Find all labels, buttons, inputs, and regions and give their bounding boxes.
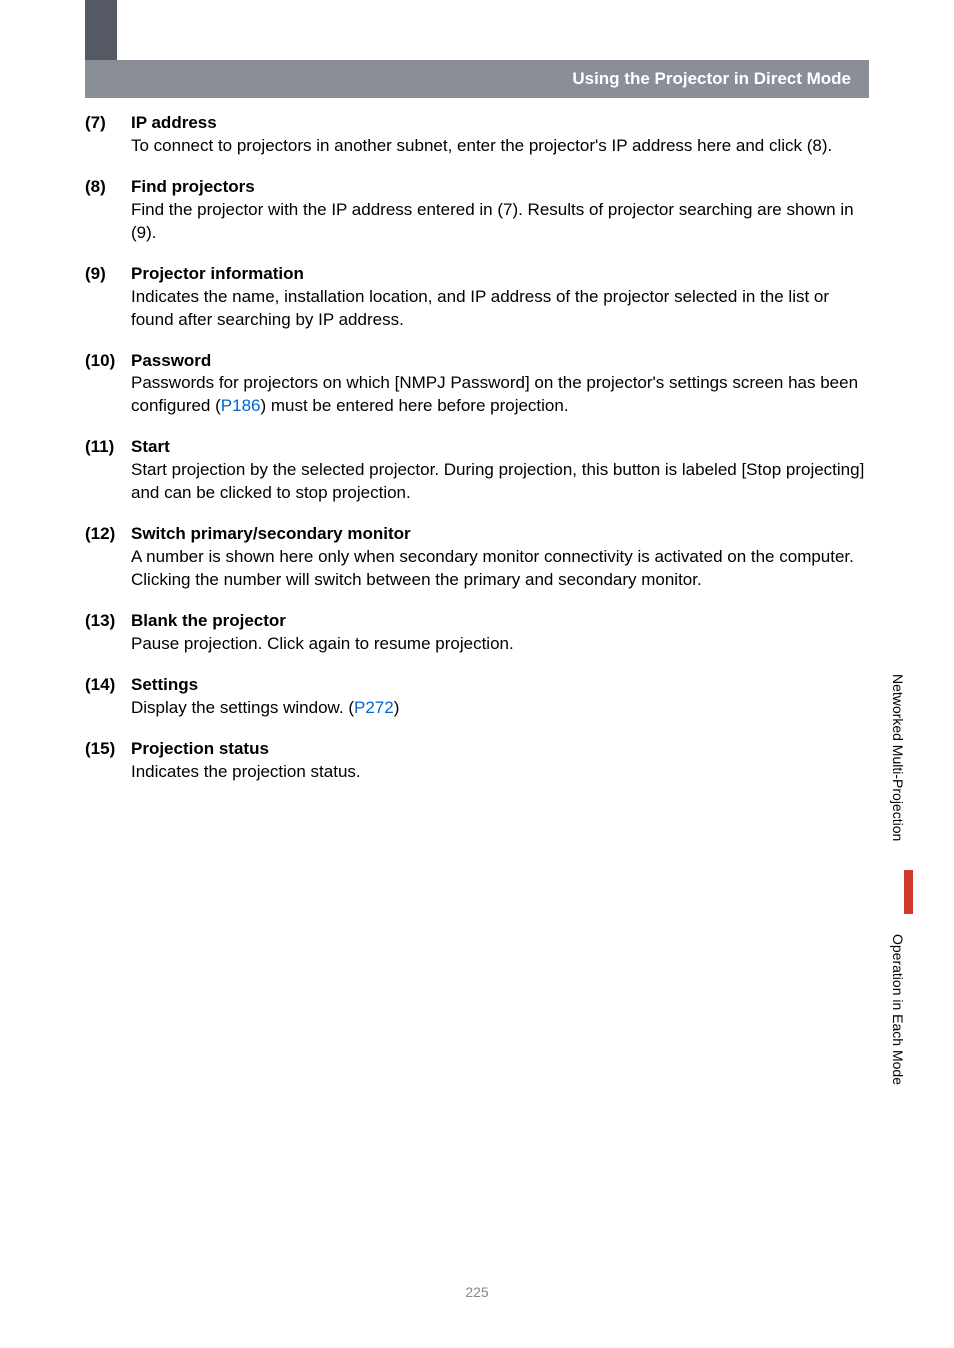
item-header: (12)Switch primary/secondary monitor — [85, 523, 869, 546]
item-title: Projector information — [131, 263, 304, 286]
item-body: Start projection by the selected project… — [131, 459, 869, 505]
item-header: (11)Start — [85, 436, 869, 459]
list-item: (13)Blank the projectorPause projection.… — [85, 610, 869, 656]
side-red-marker — [904, 870, 913, 914]
item-body: Pause projection. Click again to resume … — [131, 633, 869, 656]
side-labels: Networked Multi-Projection Operation in … — [890, 674, 914, 1114]
item-number: (10) — [85, 350, 131, 373]
header-dark-strip — [85, 0, 117, 60]
item-header: (15)Projection status — [85, 738, 869, 761]
list-item: (15)Projection statusIndicates the proje… — [85, 738, 869, 784]
item-body: Find the projector with the IP address e… — [131, 199, 869, 245]
page-number: 225 — [0, 1284, 954, 1300]
item-title: Switch primary/secondary monitor — [131, 523, 411, 546]
item-header: (8)Find projectors — [85, 176, 869, 199]
item-body: A number is shown here only when seconda… — [131, 546, 869, 592]
item-body-text: Find the projector with the IP address e… — [131, 200, 854, 242]
item-body-text: Pause projection. Click again to resume … — [131, 634, 514, 653]
item-title: Blank the projector — [131, 610, 286, 633]
page-link[interactable]: P186 — [221, 396, 261, 415]
item-body-text: Indicates the projection status. — [131, 762, 361, 781]
item-body-text: Display the settings window. ( — [131, 698, 354, 717]
item-number: (7) — [85, 112, 131, 135]
side-label-2: Operation in Each Mode — [890, 934, 906, 1085]
item-body: Indicates the projection status. — [131, 761, 869, 784]
item-body: To connect to projectors in another subn… — [131, 135, 869, 158]
item-header: (13)Blank the projector — [85, 610, 869, 633]
item-number: (14) — [85, 674, 131, 697]
list-item: (8)Find projectorsFind the projector wit… — [85, 176, 869, 245]
item-body: Indicates the name, installation locatio… — [131, 286, 869, 332]
item-title: Find projectors — [131, 176, 255, 199]
item-title: Password — [131, 350, 211, 373]
item-body-text: To connect to projectors in another subn… — [131, 136, 832, 155]
header-title: Using the Projector in Direct Mode — [572, 69, 851, 89]
item-title: Projection status — [131, 738, 269, 761]
item-body-text: ) must be entered here before projection… — [260, 396, 568, 415]
list-item: (10)PasswordPasswords for projectors on … — [85, 350, 869, 419]
header-bar: Using the Projector in Direct Mode — [85, 60, 869, 98]
item-body-text: Indicates the name, installation locatio… — [131, 287, 829, 329]
list-item: (9)Projector informationIndicates the na… — [85, 263, 869, 332]
item-number: (15) — [85, 738, 131, 761]
item-body-text: Start projection by the selected project… — [131, 460, 864, 502]
item-title: IP address — [131, 112, 217, 135]
list-item: (12)Switch primary/secondary monitorA nu… — [85, 523, 869, 592]
item-header: (7)IP address — [85, 112, 869, 135]
item-number: (8) — [85, 176, 131, 199]
item-header: (9)Projector information — [85, 263, 869, 286]
list-item: (7)IP addressTo connect to projectors in… — [85, 112, 869, 158]
item-body-text: A number is shown here only when seconda… — [131, 547, 854, 589]
item-number: (11) — [85, 436, 131, 459]
item-number: (13) — [85, 610, 131, 633]
item-title: Start — [131, 436, 170, 459]
item-header: (10)Password — [85, 350, 869, 373]
item-title: Settings — [131, 674, 198, 697]
item-body: Passwords for projectors on which [NMPJ … — [131, 372, 869, 418]
content-area: (7)IP addressTo connect to projectors in… — [85, 112, 869, 802]
list-item: (14)SettingsDisplay the settings window.… — [85, 674, 869, 720]
item-body-text: ) — [394, 698, 400, 717]
item-number: (12) — [85, 523, 131, 546]
item-number: (9) — [85, 263, 131, 286]
list-item: (11)StartStart projection by the selecte… — [85, 436, 869, 505]
side-label-1: Networked Multi-Projection — [890, 674, 906, 841]
item-body: Display the settings window. (P272) — [131, 697, 869, 720]
item-header: (14)Settings — [85, 674, 869, 697]
page-link[interactable]: P272 — [354, 698, 394, 717]
